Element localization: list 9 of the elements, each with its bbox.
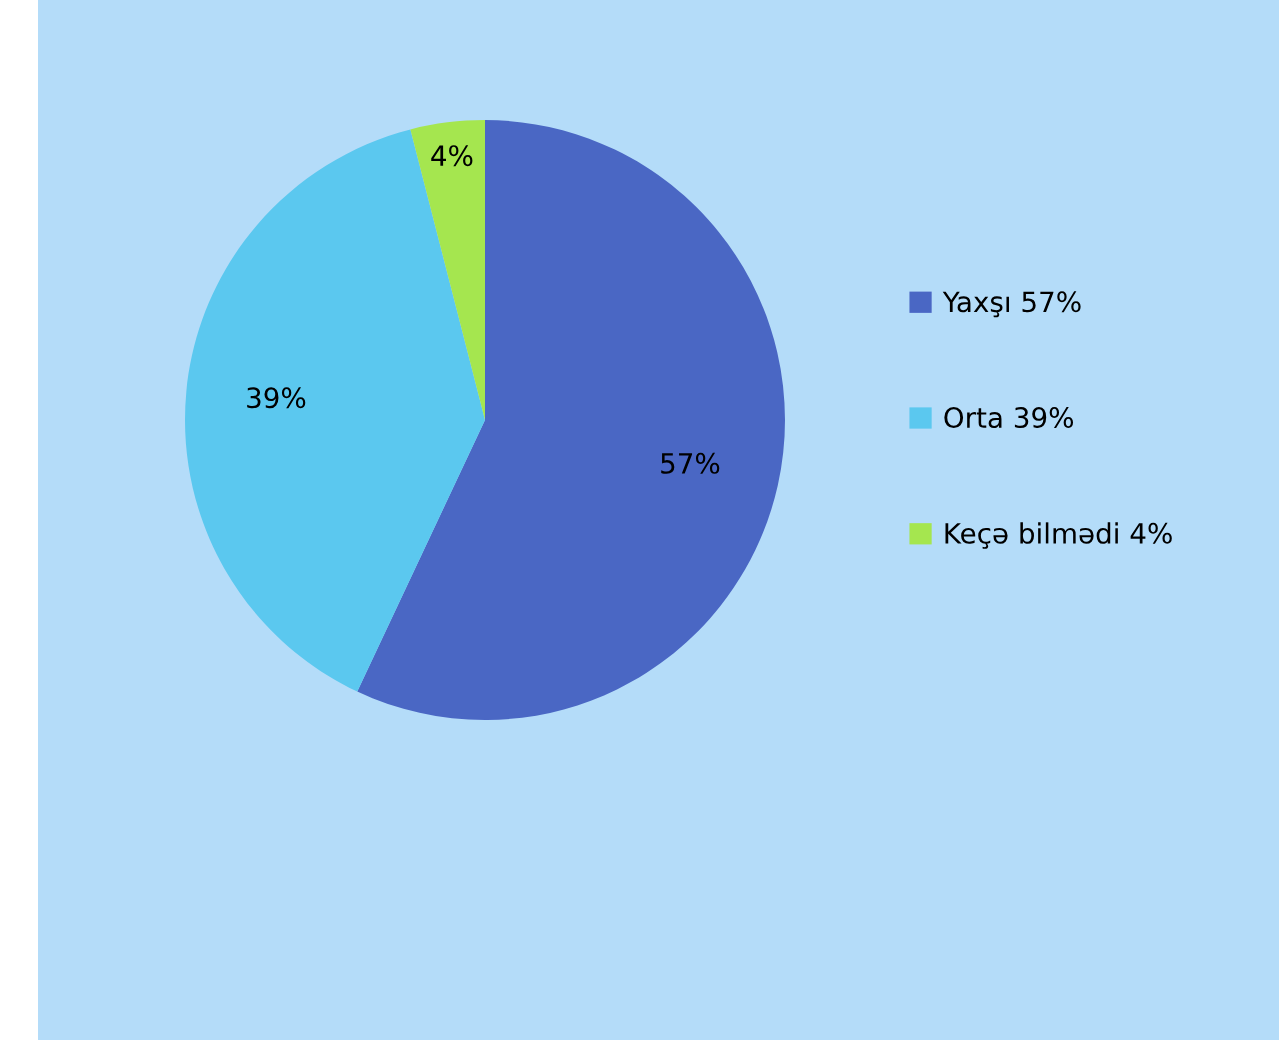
data-label: 39% [247, 387, 306, 409]
pie-slice [410, 120, 485, 420]
data-label: 57% [661, 452, 720, 474]
pie-slice [357, 120, 785, 720]
data-label: 4% [431, 145, 473, 167]
legend-label: Keçə bilmədi 4% [945, 522, 1172, 549]
legend-label: Orta 39% [944, 407, 1074, 429]
pie-slice [185, 129, 485, 692]
legend-label: Yaxşı 57% [942, 291, 1081, 318]
